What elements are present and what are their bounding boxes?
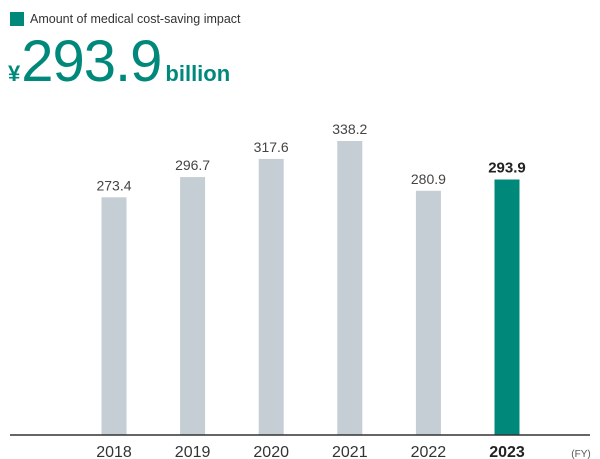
bar-2022: [415, 190, 441, 435]
value-label-2021: 338.2: [332, 121, 367, 137]
legend-label: Amount of medical cost-saving impact: [30, 12, 241, 26]
value-label-2020: 317.6: [254, 139, 289, 155]
headline-unit: billion: [165, 61, 231, 86]
value-label-2022: 280.9: [411, 171, 446, 187]
category-label-2021: 2021: [332, 444, 368, 459]
bar-2023: [494, 179, 520, 435]
bars-group: [101, 141, 520, 435]
headline-figure: ¥ 293.9 billion: [8, 30, 230, 94]
headline-value: 293.9: [21, 29, 162, 94]
value-labels-group: 273.4 296.7 317.6 338.2 280.9 293.9: [96, 121, 525, 193]
bar-2019: [180, 177, 206, 435]
value-label-2019: 296.7: [175, 157, 210, 173]
legend-swatch: [10, 12, 24, 26]
category-label-2022: 2022: [411, 444, 447, 459]
bar-2021: [337, 141, 363, 435]
headline-currency: ¥: [8, 61, 21, 86]
category-label-2023: 2023: [489, 444, 525, 459]
bar-2018: [101, 197, 127, 435]
category-labels-group: 2018 2019 2020 2021 2022 2023: [96, 444, 525, 459]
category-label-2018: 2018: [96, 444, 132, 459]
value-label-2023: 293.9: [488, 160, 526, 177]
chart-legend: Amount of medical cost-saving impact: [10, 12, 241, 26]
bar-2020: [258, 158, 284, 435]
value-label-2018: 273.4: [96, 177, 131, 193]
axis-unit-label: (FY): [571, 449, 590, 459]
category-label-2019: 2019: [175, 444, 211, 459]
category-label-2020: 2020: [253, 444, 289, 459]
